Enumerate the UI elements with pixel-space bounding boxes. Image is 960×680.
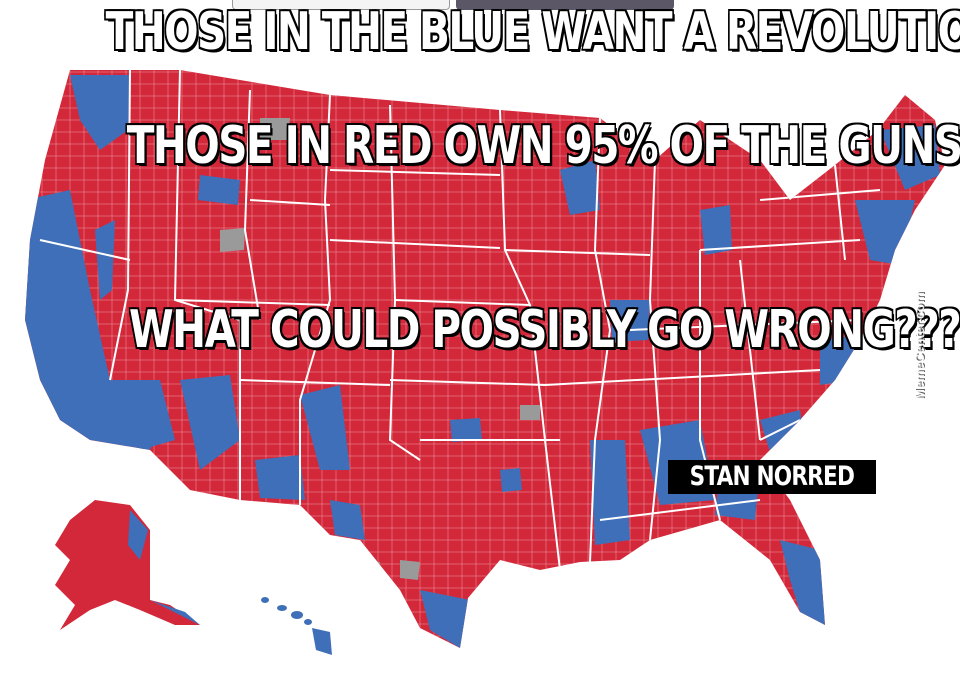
- caption-bottom: WHAT COULD POSSIBLY GO WRONG???: [128, 299, 960, 362]
- hawaii: [261, 597, 332, 655]
- tab-results-by-state: [232, 0, 450, 10]
- watermark: MemeCenter.com: [912, 292, 927, 400]
- tab-results-by-county: [456, 0, 674, 10]
- caption-middle: THOSE IN RED OWN 95% OF THE GUNS...: [126, 115, 960, 178]
- caption-top: THOSE IN THE BLUE WANT A REVOLUTION: [104, 1, 960, 64]
- map-tabs: [232, 0, 674, 10]
- author-signature-text: STAN NORRED: [689, 461, 855, 492]
- alaska: [55, 500, 200, 630]
- author-signature: STAN NORRED: [668, 460, 876, 494]
